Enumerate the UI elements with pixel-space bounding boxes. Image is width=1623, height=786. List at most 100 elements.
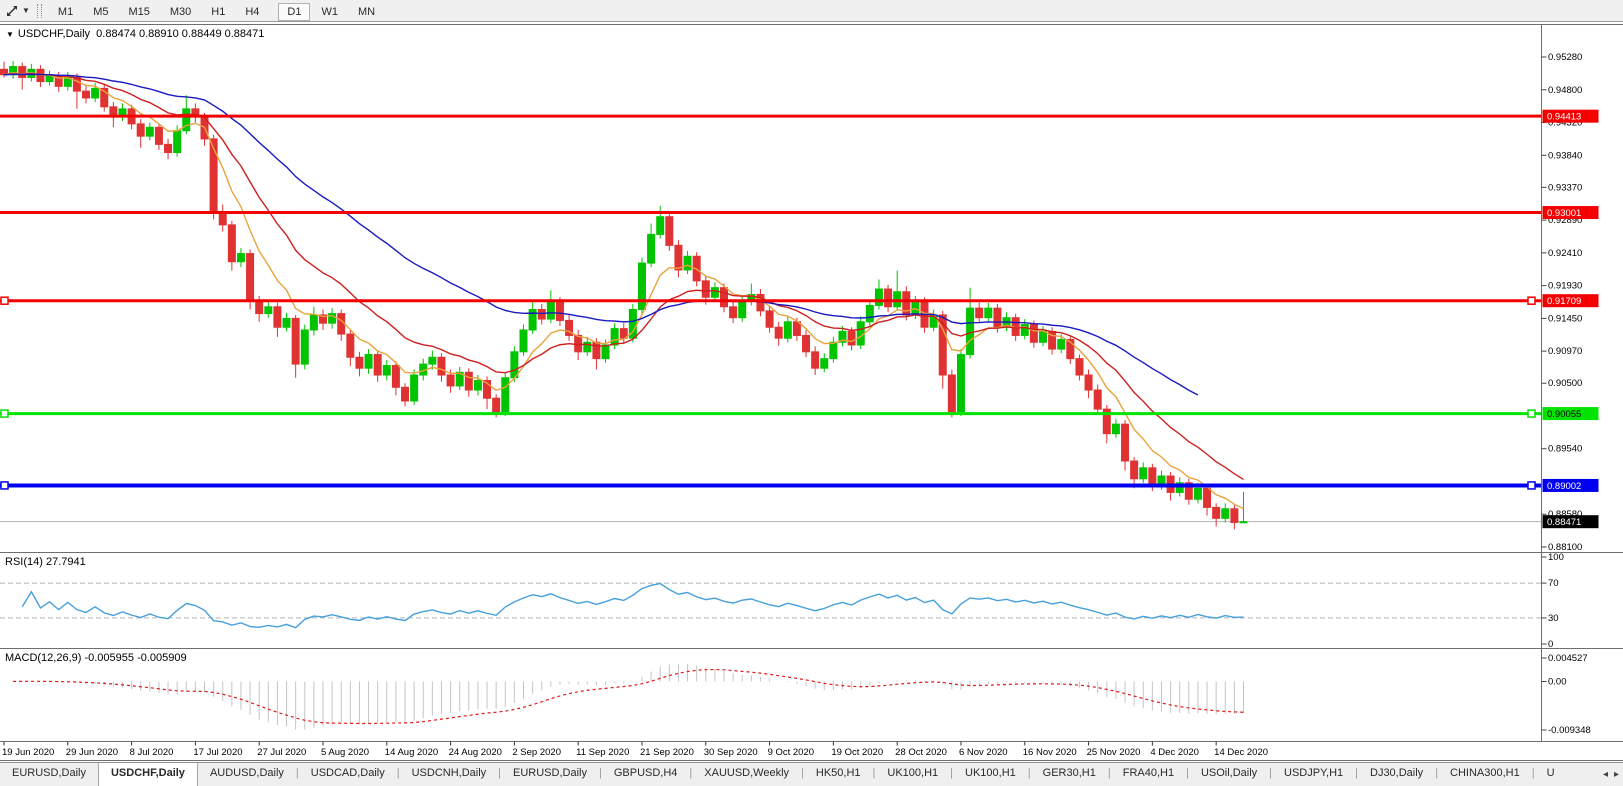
candle-body <box>1020 324 1029 336</box>
main-price-panel[interactable] <box>0 61 1541 530</box>
collapse-triangle-icon[interactable]: ▼ <box>6 30 14 39</box>
price-tick-label: 0.93840 <box>1548 150 1582 161</box>
chart-tab-china300-h1[interactable]: CHINA300,H1 <box>1450 767 1520 779</box>
chart-tab-eurusd-daily[interactable]: EURUSD,Daily <box>12 767 86 779</box>
candle-body <box>373 354 382 376</box>
hline-price-label: 0.94413 <box>1547 112 1581 123</box>
candle-body <box>765 310 774 328</box>
candle-body <box>783 321 792 339</box>
chart-tab-usdcad-daily[interactable]: USDCAD,Daily <box>310 767 385 779</box>
candle-body <box>1102 408 1111 435</box>
candle-body <box>829 341 838 360</box>
candle-body <box>947 374 956 413</box>
candle-body <box>938 314 947 376</box>
chart-tab-gbpusd-h4[interactable]: GBPUSD,H4 <box>613 767 678 779</box>
candle-body <box>601 344 610 360</box>
macd-tick-label: -0.009348 <box>1548 725 1591 736</box>
candle-body <box>346 333 355 358</box>
chart-tab-hk50-h1[interactable]: HK50,H1 <box>815 767 861 779</box>
candle-body <box>501 377 510 413</box>
hline-price-box <box>1542 206 1599 220</box>
timeframe-button-mn[interactable]: MN <box>357 5 376 18</box>
hline-handle[interactable] <box>1527 481 1536 490</box>
chart-tab-eurusd-daily[interactable]: EURUSD,Daily <box>513 767 587 779</box>
tab-separator: | <box>598 767 602 779</box>
candle-body <box>637 262 646 311</box>
toolbar-drag-handle[interactable] <box>36 3 42 18</box>
candle-body <box>610 328 619 346</box>
candle-body <box>255 300 264 315</box>
chart-tab-xauusd-weekly[interactable]: XAUUSD,Weekly <box>704 767 790 779</box>
candle-body <box>437 356 446 376</box>
candle-body <box>182 108 191 132</box>
price-tick-label: 0.95280 <box>1548 52 1582 63</box>
rsi-tick-label: 0 <box>1548 639 1553 650</box>
timeframe-button-d1[interactable]: D1 <box>278 2 311 21</box>
chart-tab-fra40-h1[interactable]: FRA40,H1 <box>1122 767 1175 779</box>
hline-handle[interactable] <box>0 481 9 490</box>
candle-body <box>473 379 482 391</box>
tab-separator: | <box>1269 767 1273 779</box>
timeframe-button-m15[interactable]: M15 <box>128 5 150 18</box>
candle-body <box>884 288 893 308</box>
tab-separator: | <box>1027 767 1031 779</box>
macd-tick-label: 0.00 <box>1548 677 1567 688</box>
candle-body <box>1075 358 1084 376</box>
timeframe-button-m1[interactable]: M1 <box>57 5 74 18</box>
candle-body <box>1203 487 1212 508</box>
timeframe-button-m5[interactable]: M5 <box>93 5 109 18</box>
chart-tab-usdchf-daily[interactable]: USDCHF,Daily <box>97 763 198 786</box>
tabs-scroll-right-icon[interactable]: ▸ <box>1613 769 1619 780</box>
chart-tab-usdcnh-daily[interactable]: USDCNH,Daily <box>411 767 487 779</box>
chart-tab-u[interactable]: U <box>1546 767 1555 779</box>
rsi-panel[interactable] <box>0 582 1541 629</box>
candle-body <box>455 371 464 387</box>
candle-body <box>1175 482 1184 493</box>
chart-cursor-icon[interactable] <box>3 3 21 19</box>
date-tick-label: 25 Nov 2020 <box>1087 747 1141 758</box>
chart-tab-usdjpy-h1[interactable]: USDJPY,H1 <box>1284 767 1344 779</box>
chart-tab-audusd-daily[interactable]: AUDUSD,Daily <box>209 767 284 779</box>
candle-body <box>218 212 227 226</box>
price-tick-label: 0.88580 <box>1548 509 1582 520</box>
chart-tab-uk100-h1[interactable]: UK100,H1 <box>887 767 939 779</box>
tab-separator: | <box>1355 767 1358 779</box>
hline-handle[interactable] <box>1527 409 1536 418</box>
chart-tab-dj30-daily[interactable]: DJ30,Daily <box>1370 767 1424 779</box>
date-axis[interactable]: 19 Jun 2020 29 Jun 2020 8 Jul 2020 17 Jul 2… <box>2 741 1268 759</box>
price-tick-label: 0.92410 <box>1548 248 1582 259</box>
timeframe-button-m30[interactable]: M30 <box>169 5 192 18</box>
tabs-scroll-left-icon[interactable]: ◂ <box>1602 769 1608 780</box>
price-tick-label: 0.91450 <box>1548 313 1582 324</box>
chart-tab-ger30-h1[interactable]: GER30,H1 <box>1042 767 1096 779</box>
timeframe-button-h1[interactable]: H1 <box>211 5 226 18</box>
candle-body <box>236 253 245 263</box>
hline-handle[interactable] <box>1527 296 1536 305</box>
timeframe-buttons: M1 M5 M15 M30 H1 H4 D1 W1 MN <box>48 2 385 21</box>
date-tick-label: 19 Oct 2020 <box>831 747 883 758</box>
ma-mid-line <box>3 72 1244 481</box>
chart-canvas[interactable]: 0.95280 0.94800 0.94320 0.93840 0.93370 0.928… <box>0 24 1623 762</box>
candle-body <box>874 288 883 306</box>
chevron-down-icon[interactable]: ▼ <box>22 6 30 15</box>
date-tick-label: 11 Sep 2020 <box>576 747 629 758</box>
macd-label: MACD(12,26,9) -0.005955 -0.005909 <box>5 652 187 664</box>
candle-body <box>838 330 847 343</box>
macd-panel[interactable] <box>4 664 1245 730</box>
chart-tab-usoil-daily[interactable]: USOil,Daily <box>1200 767 1258 779</box>
hline-handle[interactable] <box>0 409 9 418</box>
candle-body <box>519 329 528 353</box>
candle-body <box>510 351 519 379</box>
hline-handle[interactable] <box>0 296 9 305</box>
candle-body <box>1057 339 1066 350</box>
timeframe-button-h4[interactable]: H4 <box>245 5 260 18</box>
hline-price-box <box>1542 478 1599 492</box>
price-axis[interactable]: 0.95280 0.94800 0.94320 0.93840 0.93370 0.928… <box>1541 52 1599 736</box>
candle-body <box>592 341 601 360</box>
candle-body <box>291 317 300 365</box>
candle-body <box>154 126 163 145</box>
candle-body <box>847 330 856 346</box>
ohlc-info-line: ▼ USDCHF,Daily 0.88474 0.88910 0.88449 0.… <box>6 28 264 40</box>
chart-tab-uk100-h1[interactable]: UK100,H1 <box>965 767 1016 779</box>
timeframe-button-w1[interactable]: W1 <box>321 5 338 18</box>
